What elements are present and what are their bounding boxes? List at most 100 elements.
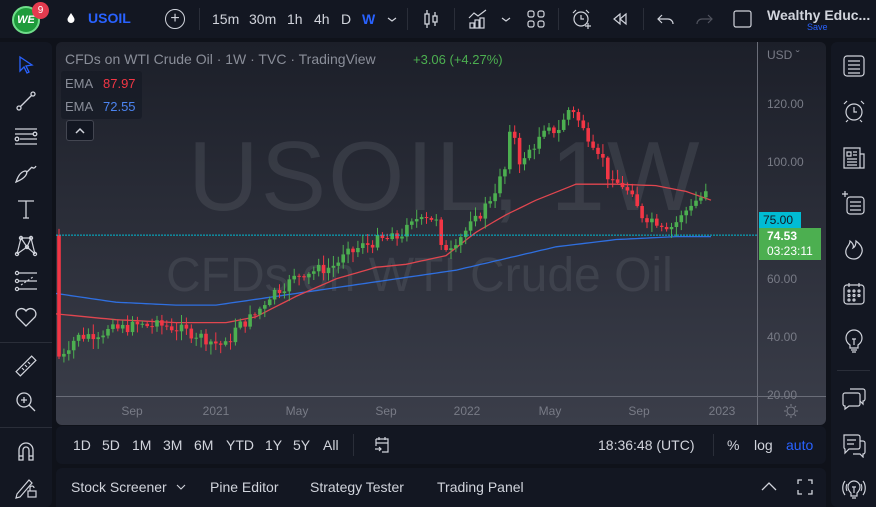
timeframe-30m[interactable]: 30m bbox=[249, 11, 277, 27]
hotlists-fire-icon[interactable] bbox=[841, 235, 867, 261]
chats-icon[interactable] bbox=[841, 386, 867, 412]
tab-stock-screener[interactable]: Stock Screener bbox=[71, 479, 167, 495]
candle bbox=[419, 217, 424, 220]
indicators-icon[interactable] bbox=[467, 8, 489, 30]
timeframe-1h[interactable]: 1h bbox=[287, 11, 303, 27]
candle bbox=[532, 148, 537, 150]
brush-icon[interactable] bbox=[13, 160, 39, 186]
candle bbox=[400, 236, 404, 239]
currency-selector[interactable]: USD ˇ bbox=[767, 48, 800, 62]
range-5y[interactable]: 5Y bbox=[293, 437, 311, 453]
timeframe-w[interactable]: W bbox=[362, 11, 376, 27]
fib-retracement-icon[interactable] bbox=[13, 124, 39, 150]
range-1m[interactable]: 1M bbox=[132, 437, 152, 453]
tab-trading-panel[interactable]: Trading Panel bbox=[437, 479, 524, 495]
zoom-in-icon[interactable] bbox=[13, 389, 39, 415]
streams-broadcast-icon[interactable] bbox=[841, 476, 867, 502]
trend-line-icon[interactable] bbox=[13, 88, 39, 114]
layouts-icon[interactable] bbox=[525, 8, 547, 30]
timeframe-15m[interactable]: 15m bbox=[212, 11, 240, 27]
messages-icon[interactable] bbox=[841, 432, 867, 458]
time-tick: 2021 bbox=[202, 404, 230, 418]
candle bbox=[238, 321, 243, 328]
maximize-panel-icon[interactable] bbox=[796, 478, 814, 496]
range-ytd[interactable]: YTD bbox=[226, 437, 254, 453]
alert-clock-icon[interactable] bbox=[571, 8, 593, 30]
range-1y[interactable]: 1Y bbox=[265, 437, 283, 453]
time-tick: May bbox=[538, 404, 562, 418]
price-chart[interactable] bbox=[56, 42, 757, 396]
magnet-icon[interactable] bbox=[13, 438, 39, 464]
range-1d[interactable]: 1D bbox=[73, 437, 91, 453]
timeframe-d[interactable]: D bbox=[341, 11, 352, 27]
chevron-down-icon[interactable] bbox=[499, 8, 513, 30]
candle bbox=[106, 328, 110, 336]
percent-scale-toggle[interactable]: % bbox=[727, 437, 740, 453]
symbol-search[interactable]: USOIL bbox=[88, 10, 131, 26]
candle bbox=[591, 141, 595, 148]
range-all[interactable]: All bbox=[323, 437, 339, 453]
auto-scale-toggle[interactable]: auto bbox=[786, 437, 814, 453]
timeframe-4h[interactable]: 4h bbox=[314, 11, 330, 27]
candle bbox=[655, 218, 659, 226]
tab-pine-editor[interactable]: Pine Editor bbox=[210, 479, 279, 495]
replay-icon[interactable] bbox=[609, 8, 631, 30]
candle bbox=[512, 131, 517, 138]
candle bbox=[552, 127, 556, 134]
collapse-legend-button[interactable] bbox=[66, 120, 94, 141]
favorites-heart-icon[interactable] bbox=[13, 304, 39, 330]
watchlist-icon[interactable] bbox=[841, 53, 867, 79]
chart-settings-gear-icon[interactable] bbox=[783, 403, 799, 419]
candle bbox=[233, 327, 238, 343]
candle bbox=[395, 233, 399, 239]
range-5d[interactable]: 5D bbox=[102, 437, 120, 453]
horizontal-line-price-tag[interactable]: 75.00 bbox=[759, 212, 801, 228]
layout-name[interactable]: Wealthy Educ... bbox=[767, 7, 871, 23]
cursor-icon[interactable] bbox=[13, 52, 39, 78]
pattern-icon[interactable] bbox=[13, 232, 39, 258]
candle bbox=[169, 326, 174, 331]
calendar-icon[interactable] bbox=[841, 281, 867, 307]
prediction-icon[interactable] bbox=[13, 268, 39, 294]
watermark-symbol: USOIL, 1W bbox=[188, 121, 702, 231]
utc-clock[interactable]: 18:36:48 (UTC) bbox=[598, 437, 695, 453]
indicator-legend bbox=[61, 71, 142, 119]
candle bbox=[248, 314, 252, 327]
chevron-down-icon[interactable] bbox=[175, 482, 187, 492]
chevron-down-icon[interactable] bbox=[385, 8, 399, 30]
text-tool-icon[interactable] bbox=[13, 196, 39, 222]
candles-chart-type-icon[interactable] bbox=[420, 8, 442, 30]
currency-label: USD bbox=[767, 48, 793, 62]
lock-drawings-icon[interactable] bbox=[13, 474, 39, 500]
price-tick: 20.00 bbox=[767, 388, 798, 402]
candle bbox=[390, 233, 394, 240]
candle bbox=[424, 217, 429, 219]
ideas-lightbulb-icon[interactable] bbox=[841, 328, 867, 354]
ema-slow-label[interactable]: EMA bbox=[65, 99, 94, 114]
ema-fast-label[interactable]: EMA bbox=[65, 76, 94, 91]
fullscreen-square-icon[interactable] bbox=[732, 8, 754, 30]
alerts-clock-icon[interactable] bbox=[841, 98, 867, 124]
candle bbox=[277, 289, 282, 294]
candle bbox=[228, 341, 233, 343]
ema-line bbox=[56, 235, 711, 306]
redo-icon[interactable] bbox=[693, 8, 715, 30]
save-button[interactable]: Save bbox=[807, 22, 828, 32]
go-to-date-icon[interactable] bbox=[373, 436, 391, 454]
undo-icon[interactable] bbox=[655, 8, 677, 30]
chevron-up-icon[interactable] bbox=[760, 480, 778, 494]
candle bbox=[253, 314, 257, 316]
tab-strategy-tester[interactable]: Strategy Tester bbox=[310, 479, 404, 495]
ema-line bbox=[56, 183, 712, 324]
chart-pane[interactable]: USOIL, 1W CFDs on WTI Crude Oil CFDs on … bbox=[56, 42, 826, 425]
candle bbox=[493, 193, 497, 202]
news-icon[interactable] bbox=[841, 145, 867, 171]
add-to-watchlist-icon[interactable] bbox=[841, 190, 867, 216]
candle bbox=[522, 158, 527, 165]
log-scale-toggle[interactable]: log bbox=[754, 437, 773, 453]
compare-symbol-button[interactable]: + bbox=[165, 9, 185, 29]
candle bbox=[620, 182, 625, 188]
range-6m[interactable]: 6M bbox=[194, 437, 214, 453]
ruler-icon[interactable] bbox=[13, 353, 39, 379]
range-3m[interactable]: 3M bbox=[163, 437, 183, 453]
